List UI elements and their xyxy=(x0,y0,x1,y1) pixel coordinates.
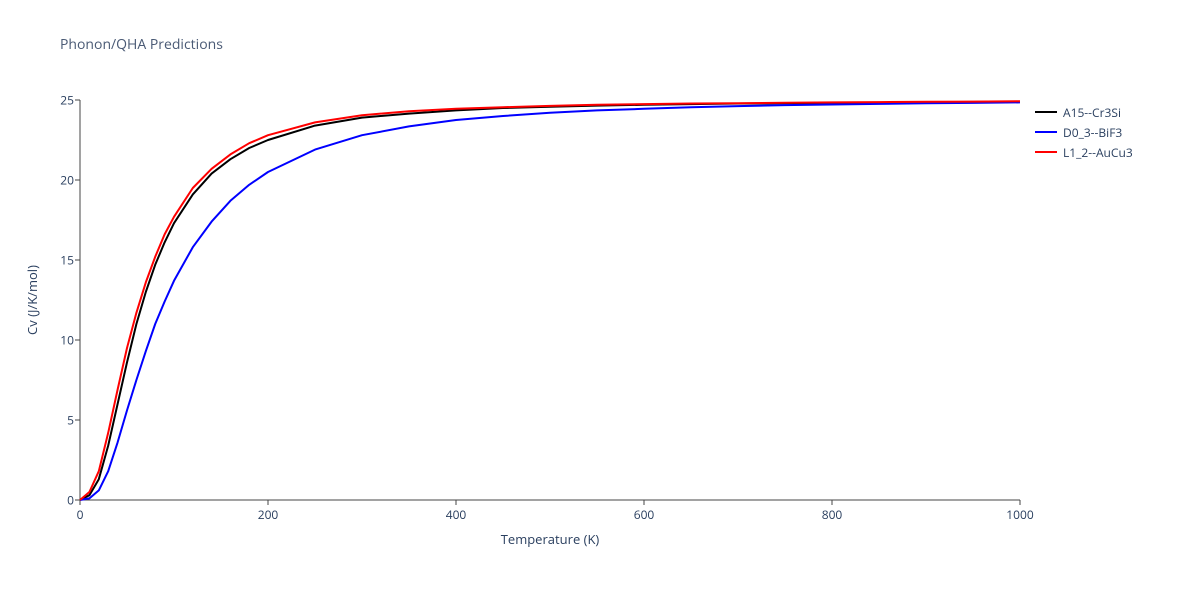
legend-label: L1_2--AuCu3 xyxy=(1063,144,1133,161)
legend-label: D0_3--BiF3 xyxy=(1063,124,1122,141)
chart-title: Phonon/QHA Predictions xyxy=(60,35,223,54)
legend: A15--Cr3Si D0_3--BiF3 L1_2--AuCu3 xyxy=(1035,103,1133,163)
chart-page: Phonon/QHA Predictions Temperature (K) C… xyxy=(0,0,1200,600)
x-tick-label: 0 xyxy=(77,506,84,523)
y-axis-label: Cv (J/K/mol) xyxy=(23,100,43,500)
plot-area xyxy=(80,100,1020,500)
y-tick-label: 10 xyxy=(60,332,74,349)
x-tick-label: 1000 xyxy=(1006,506,1033,523)
x-tick-label: 400 xyxy=(446,506,467,523)
y-tick-label: 0 xyxy=(67,492,74,509)
x-tick-label: 200 xyxy=(258,506,279,523)
legend-item[interactable]: L1_2--AuCu3 xyxy=(1035,143,1133,161)
series-line xyxy=(80,101,1020,500)
legend-label: A15--Cr3Si xyxy=(1063,104,1121,121)
y-tick-label: 5 xyxy=(67,412,74,429)
x-axis-label: Temperature (K) xyxy=(80,530,1020,548)
x-tick-label: 800 xyxy=(822,506,843,523)
legend-item[interactable]: D0_3--BiF3 xyxy=(1035,123,1133,141)
y-tick-label: 25 xyxy=(60,92,74,109)
x-tick-label: 600 xyxy=(634,506,655,523)
legend-swatch xyxy=(1035,111,1057,113)
legend-swatch xyxy=(1035,131,1057,133)
plot-svg xyxy=(80,100,1020,500)
y-tick-label: 15 xyxy=(60,252,74,269)
y-tick-label: 20 xyxy=(60,172,74,189)
legend-swatch xyxy=(1035,151,1057,153)
legend-item[interactable]: A15--Cr3Si xyxy=(1035,103,1133,121)
